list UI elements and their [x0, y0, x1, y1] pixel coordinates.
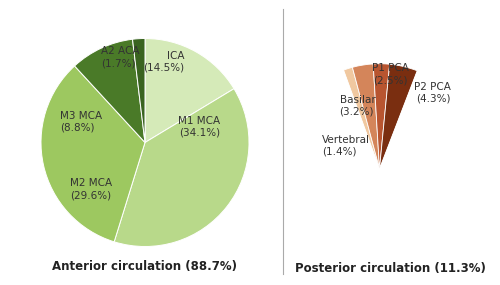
Wedge shape [114, 89, 249, 247]
Text: Vertebral
(1.4%): Vertebral (1.4%) [322, 135, 370, 156]
Wedge shape [132, 38, 145, 142]
Text: Basilar
(3.2%): Basilar (3.2%) [340, 95, 376, 117]
Text: ICA
(14.5%): ICA (14.5%) [144, 50, 184, 72]
Wedge shape [344, 67, 380, 169]
Text: Posterior circulation (11.3%): Posterior circulation (11.3%) [294, 262, 486, 274]
Text: A2 ACA
(1.7%): A2 ACA (1.7%) [102, 46, 140, 68]
Wedge shape [380, 64, 417, 169]
Wedge shape [145, 38, 234, 142]
Text: Anterior circulation (88.7%): Anterior circulation (88.7%) [52, 260, 238, 273]
Text: P1 PCA
(2.5%): P1 PCA (2.5%) [372, 64, 408, 85]
Wedge shape [41, 66, 145, 242]
Wedge shape [373, 64, 390, 169]
Text: M3 MCA
(8.8%): M3 MCA (8.8%) [60, 111, 102, 133]
Wedge shape [74, 39, 145, 142]
Text: M2 MCA
(29.6%): M2 MCA (29.6%) [70, 178, 112, 200]
Text: M1 MCA
(34.1%): M1 MCA (34.1%) [178, 116, 220, 138]
Wedge shape [352, 64, 380, 169]
Wedge shape [274, 70, 484, 274]
Text: P2 PCA
(4.3%): P2 PCA (4.3%) [414, 82, 451, 104]
